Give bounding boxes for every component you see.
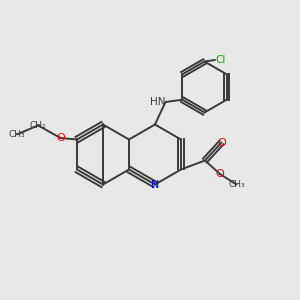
Text: N: N	[151, 179, 159, 190]
Text: CH₃: CH₃	[228, 180, 245, 189]
Text: CH₃: CH₃	[9, 130, 26, 139]
Text: O: O	[217, 137, 226, 148]
Text: CH₂: CH₂	[30, 121, 46, 130]
Text: HN: HN	[150, 97, 166, 107]
Text: O: O	[56, 133, 65, 143]
Text: Cl: Cl	[215, 55, 225, 65]
Text: O: O	[216, 169, 224, 179]
